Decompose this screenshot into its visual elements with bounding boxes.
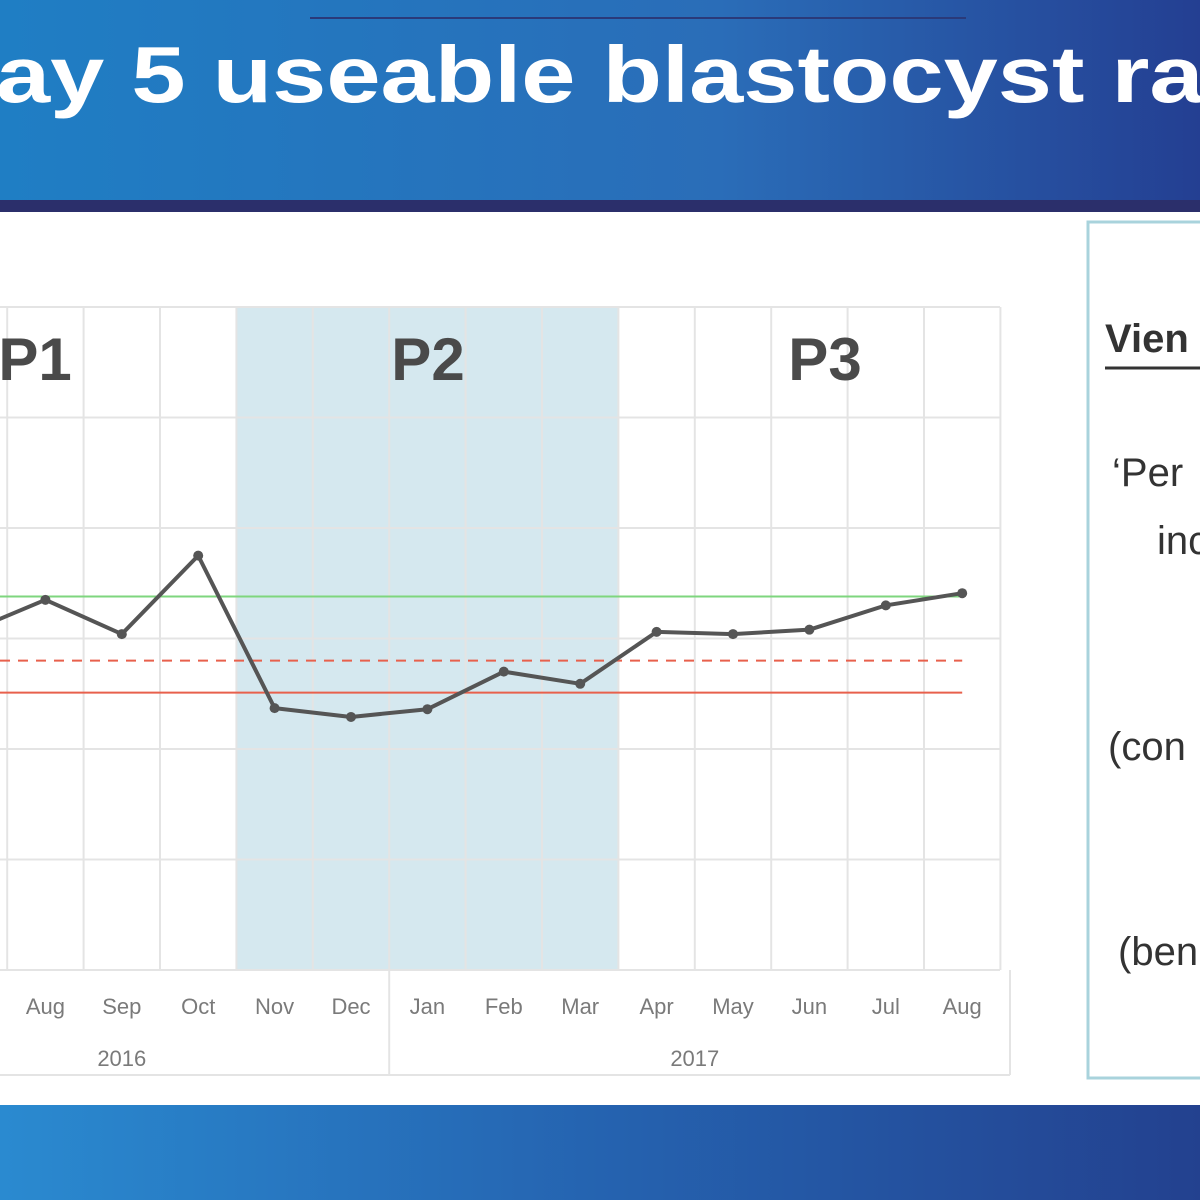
data-point xyxy=(40,594,51,605)
x-tick-label: Feb xyxy=(485,994,523,1019)
slide-title: ay 5 useable blastocyst rat xyxy=(0,30,1200,119)
data-point xyxy=(957,588,968,599)
data-point xyxy=(269,703,280,714)
x-tick-label: Jun xyxy=(792,994,827,1019)
data-point xyxy=(651,626,662,637)
data-point xyxy=(193,550,204,561)
x-group-label: 2016 xyxy=(97,1046,146,1071)
plot: Aug Sep Oct Nov Dec Jan Feb Mar Apr May Jun Jul Aug 2… xyxy=(0,306,1011,1076)
header-rule xyxy=(0,200,1200,212)
data-point xyxy=(498,666,509,677)
data-point xyxy=(575,678,586,689)
sidebar-box xyxy=(1086,220,1200,1080)
data-point xyxy=(116,629,127,640)
x-tick-label: Aug xyxy=(943,994,982,1019)
sidebar: Vien ‘Per inc (con (ben xyxy=(1105,317,1200,974)
x-tick-label: Jan xyxy=(410,994,445,1019)
x-group-label: 2017 xyxy=(670,1046,719,1071)
data-point xyxy=(804,624,815,635)
footer-band xyxy=(0,1105,1200,1200)
period-label: P2 xyxy=(391,326,464,393)
x-tick-label: Mar xyxy=(561,994,599,1019)
x-tick-label: Apr xyxy=(639,994,673,1019)
sidebar-text: ‘Per xyxy=(1112,451,1183,495)
period-label: P1 xyxy=(0,326,72,393)
sidebar-text: inc xyxy=(1157,519,1200,563)
data-point xyxy=(728,629,738,640)
x-tick-label: Sep xyxy=(102,994,141,1019)
x-tick-label: Oct xyxy=(181,994,215,1019)
sidebar-text: (ben xyxy=(1118,930,1198,974)
series-line xyxy=(0,553,963,719)
header-band xyxy=(0,0,1200,200)
sidebar-text: Vien xyxy=(1105,317,1189,361)
x-tick-label: Dec xyxy=(331,994,370,1019)
data-point xyxy=(880,600,891,611)
sidebar-text: (con xyxy=(1108,725,1186,769)
x-tick-label: Aug xyxy=(26,994,65,1019)
x-tick-label: May xyxy=(712,994,754,1019)
period-label: P3 xyxy=(788,326,861,393)
data-point xyxy=(422,704,433,715)
x-tick-label: Jul xyxy=(872,994,900,1019)
data-point xyxy=(346,711,356,722)
x-tick-label: Nov xyxy=(255,994,294,1019)
